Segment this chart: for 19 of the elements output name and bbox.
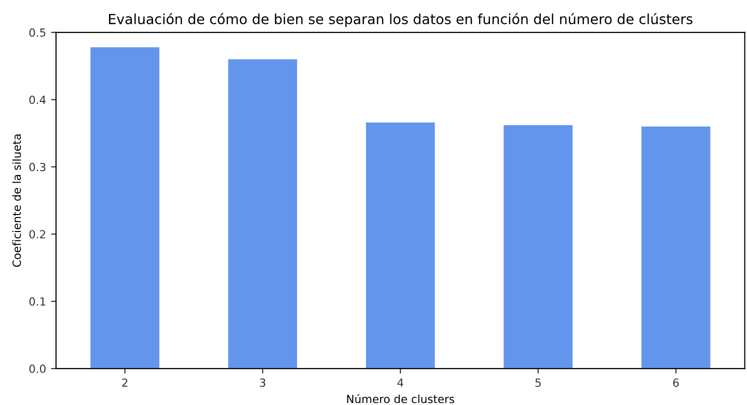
x-tick-label: 3 xyxy=(260,378,266,387)
y-tick-label: 0.1 xyxy=(29,297,46,306)
y-axis-title: Coeficiente de la silueta xyxy=(12,134,21,267)
x-axis-title: Número de clusters xyxy=(347,394,454,404)
x-tick-label: 5 xyxy=(535,378,541,387)
y-tick-label: 0.3 xyxy=(29,162,46,172)
x-tick-label: 4 xyxy=(397,378,404,387)
y-tick-label: 0.5 xyxy=(29,28,46,37)
bar xyxy=(504,125,573,369)
bar xyxy=(90,47,160,369)
bar xyxy=(641,126,710,369)
y-tick-label: 0.2 xyxy=(29,230,46,238)
chart-title: Evaluación de cómo de bien se separan los datos en función del número de clústers xyxy=(109,12,692,27)
y-tick-label: 0.4 xyxy=(29,96,46,104)
bar xyxy=(228,59,298,369)
y-tick-label: 0.0 xyxy=(29,364,46,373)
bar xyxy=(366,122,435,369)
x-tick-label: 6 xyxy=(673,378,679,387)
x-tick-label: 2 xyxy=(122,378,128,387)
